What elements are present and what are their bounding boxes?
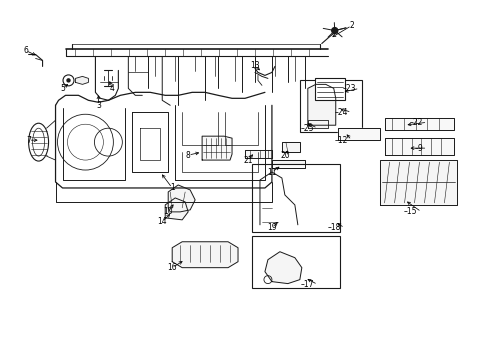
Text: –24: –24 — [333, 108, 347, 117]
Bar — [299, 80, 361, 132]
Text: 2: 2 — [348, 21, 353, 30]
Polygon shape — [202, 136, 232, 160]
Text: 20: 20 — [280, 150, 289, 159]
Polygon shape — [281, 142, 299, 152]
Text: 10: 10 — [163, 207, 173, 216]
Text: 3: 3 — [96, 101, 101, 110]
Polygon shape — [264, 252, 301, 284]
Polygon shape — [379, 160, 456, 205]
Text: 8: 8 — [185, 150, 190, 159]
Text: 4: 4 — [110, 84, 115, 93]
Text: 7: 7 — [26, 136, 31, 145]
Bar — [251, 164, 339, 232]
Text: 14: 14 — [157, 217, 167, 226]
Text: –9: –9 — [414, 144, 423, 153]
Polygon shape — [384, 138, 453, 155]
Text: 5: 5 — [60, 84, 65, 93]
Text: 13: 13 — [250, 61, 259, 70]
Polygon shape — [165, 198, 188, 220]
Text: –15: –15 — [403, 207, 417, 216]
Polygon shape — [75, 76, 88, 84]
Bar — [314, 78, 344, 100]
Polygon shape — [307, 120, 327, 128]
Circle shape — [331, 28, 337, 33]
Bar — [251, 236, 339, 288]
Polygon shape — [244, 150, 271, 158]
Text: 21: 21 — [243, 156, 252, 165]
Text: –17: –17 — [300, 280, 313, 289]
Text: 1: 1 — [169, 184, 174, 193]
Text: 6: 6 — [23, 46, 28, 55]
Circle shape — [67, 79, 70, 82]
Text: 19: 19 — [266, 223, 276, 232]
Text: –18: –18 — [326, 223, 340, 232]
Polygon shape — [384, 118, 453, 130]
Polygon shape — [172, 242, 238, 268]
Text: 11: 11 — [266, 167, 276, 176]
Polygon shape — [271, 160, 304, 168]
Text: –22: –22 — [409, 118, 423, 127]
Polygon shape — [307, 84, 335, 125]
Polygon shape — [337, 128, 379, 140]
Text: 16: 16 — [167, 263, 177, 272]
Text: –12: –12 — [334, 136, 347, 145]
Text: –23: –23 — [342, 84, 355, 93]
Polygon shape — [168, 185, 195, 212]
Text: –25: –25 — [300, 124, 313, 133]
